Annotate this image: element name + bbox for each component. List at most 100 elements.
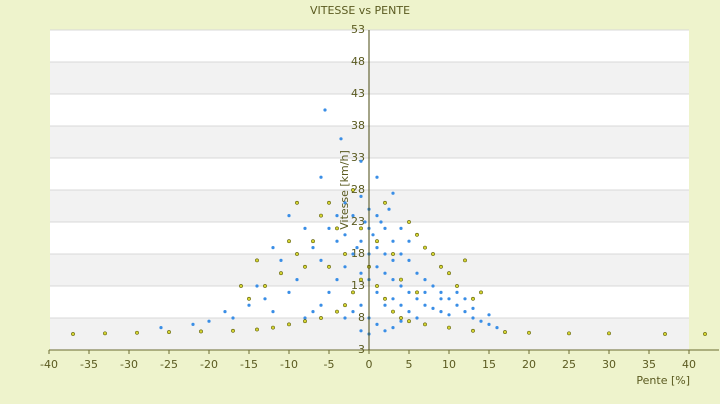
point xyxy=(383,252,387,256)
point xyxy=(415,271,419,275)
point xyxy=(431,284,435,288)
point xyxy=(447,271,451,276)
point xyxy=(199,329,203,334)
point xyxy=(71,332,75,336)
point xyxy=(399,252,403,256)
point xyxy=(239,284,243,288)
point xyxy=(231,316,235,320)
point xyxy=(319,303,323,307)
y-tick-label: 18 xyxy=(351,247,365,260)
point xyxy=(335,226,339,231)
point xyxy=(247,296,251,301)
y-tick-label: 13 xyxy=(351,279,365,292)
point xyxy=(343,201,347,205)
chart-title: VITESSE vs PENTE xyxy=(310,4,410,17)
x-tick-label: 20 xyxy=(522,358,536,371)
point xyxy=(371,233,375,237)
point xyxy=(407,220,411,224)
point xyxy=(383,329,387,333)
point xyxy=(343,303,347,308)
point xyxy=(287,214,291,218)
point xyxy=(383,303,387,307)
x-tick-label: -10 xyxy=(280,358,298,371)
point xyxy=(359,226,363,231)
point xyxy=(351,252,355,256)
point xyxy=(455,303,459,307)
x-tick-label: -25 xyxy=(160,358,178,371)
x-tick-label: -15 xyxy=(240,358,258,371)
point xyxy=(311,239,315,244)
point xyxy=(335,214,339,218)
point xyxy=(311,246,315,250)
point xyxy=(399,316,403,320)
point xyxy=(439,310,443,314)
point xyxy=(383,226,387,230)
point xyxy=(271,310,275,314)
point xyxy=(663,332,667,336)
point xyxy=(431,252,435,256)
point xyxy=(375,246,379,250)
point xyxy=(391,239,395,243)
point xyxy=(359,329,363,333)
point xyxy=(463,310,467,314)
point xyxy=(255,327,259,332)
point xyxy=(463,258,467,263)
point xyxy=(319,213,323,218)
point xyxy=(391,252,395,256)
point xyxy=(527,330,531,335)
y-tick-label: 28 xyxy=(351,183,365,196)
point xyxy=(343,233,347,237)
point xyxy=(287,239,291,244)
point xyxy=(295,252,299,256)
point xyxy=(471,316,475,320)
point xyxy=(703,332,707,336)
point xyxy=(375,265,379,269)
point xyxy=(399,303,403,307)
point xyxy=(471,296,475,301)
point xyxy=(423,322,427,327)
x-tick-label: 15 xyxy=(482,358,496,371)
x-tick-label: -5 xyxy=(324,358,335,371)
point xyxy=(375,284,379,288)
point xyxy=(359,159,363,163)
point xyxy=(351,188,355,192)
point xyxy=(399,226,403,230)
point xyxy=(303,264,307,269)
point xyxy=(439,290,443,294)
point xyxy=(263,297,267,301)
point xyxy=(327,200,331,205)
point xyxy=(303,319,307,324)
x-tick-label: 5 xyxy=(406,358,413,371)
point xyxy=(359,239,363,243)
point xyxy=(447,297,451,301)
point xyxy=(287,322,291,327)
point xyxy=(495,326,499,330)
point xyxy=(391,309,395,314)
x-tick-label: 10 xyxy=(442,358,456,371)
point xyxy=(383,296,387,301)
point xyxy=(455,290,459,294)
point xyxy=(103,331,107,336)
point xyxy=(407,258,411,262)
point xyxy=(335,239,339,243)
point xyxy=(439,297,443,301)
x-tick-label: 25 xyxy=(562,358,576,371)
point xyxy=(399,284,403,288)
point xyxy=(231,328,235,333)
point xyxy=(271,246,275,250)
point xyxy=(503,330,507,334)
point xyxy=(407,310,411,314)
point xyxy=(327,264,331,269)
x-tick-label: -20 xyxy=(200,358,218,371)
point xyxy=(255,258,259,263)
point xyxy=(407,290,411,294)
point xyxy=(135,330,139,335)
point xyxy=(423,278,427,282)
x-tick-label: -30 xyxy=(120,358,138,371)
point xyxy=(479,290,483,295)
point xyxy=(399,277,403,282)
point xyxy=(471,306,475,310)
point xyxy=(439,264,443,269)
point xyxy=(255,284,259,288)
